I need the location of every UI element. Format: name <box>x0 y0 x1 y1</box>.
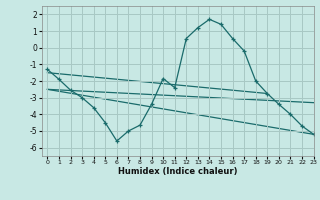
X-axis label: Humidex (Indice chaleur): Humidex (Indice chaleur) <box>118 167 237 176</box>
